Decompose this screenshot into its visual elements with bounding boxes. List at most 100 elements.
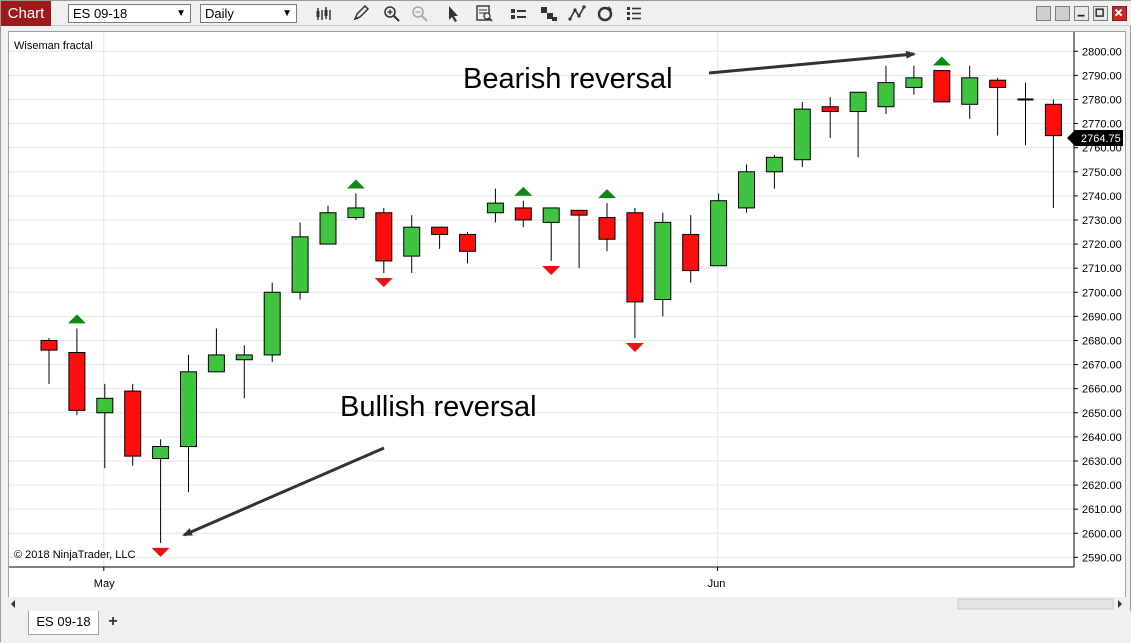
- candle-body: [905, 77, 923, 88]
- y-tick-label: 2600.00: [1082, 528, 1122, 540]
- candle-body: [961, 77, 979, 105]
- minimize-icon[interactable]: [1074, 6, 1089, 21]
- candle-body: [542, 207, 560, 223]
- candle-body: [821, 106, 839, 113]
- fractal-down-marker: [374, 277, 393, 287]
- zoom-in-icon[interactable]: [382, 4, 402, 23]
- bars-type-icon[interactable]: [313, 4, 333, 23]
- tab-es-09-18[interactable]: ES 09-18: [28, 611, 99, 635]
- candle-body: [1044, 103, 1062, 137]
- fractal-up-marker: [932, 56, 951, 66]
- candle-body: [570, 209, 588, 216]
- pencil-icon[interactable]: [351, 4, 371, 23]
- candle-body: [263, 291, 281, 356]
- candle-body: [375, 212, 393, 262]
- y-tick-label: 2640.00: [1082, 432, 1122, 444]
- x-tick-label: Jun: [708, 578, 726, 590]
- y-tick-label: 2620.00: [1082, 480, 1122, 492]
- y-tick-label: 2660.00: [1082, 384, 1122, 396]
- bearish-arrow: [708, 50, 916, 75]
- y-tick-label: 2690.00: [1082, 311, 1122, 323]
- chevron-down-icon: ▼: [176, 8, 186, 19]
- x-tick-label: May: [94, 578, 115, 590]
- order-entry-icon[interactable]: [509, 4, 529, 23]
- candle-body: [933, 70, 951, 103]
- toolbar: Chart ES 09-18 ▼ Daily ▼: [1, 1, 1131, 26]
- maximize-icon[interactable]: [1093, 6, 1108, 21]
- candle-body: [849, 91, 867, 113]
- bearish-reversal-label: Bearish reversal: [463, 63, 673, 95]
- candle-body: [654, 221, 672, 301]
- instrument-selector[interactable]: ES 09-18 ▼: [68, 4, 191, 23]
- current-price-label: 2764.75: [1081, 133, 1121, 145]
- candle-body: [765, 156, 783, 173]
- indicator-label: Wiseman fractal: [14, 40, 93, 52]
- period-selector[interactable]: Daily ▼: [200, 4, 297, 23]
- window-btn-b[interactable]: [1055, 6, 1070, 21]
- y-tick-label: 2800.00: [1082, 46, 1122, 58]
- horizontal-scrollbar[interactable]: [8, 597, 1126, 611]
- add-tab-button[interactable]: +: [108, 613, 118, 630]
- candle-body: [710, 200, 728, 267]
- properties-icon[interactable]: [624, 4, 644, 23]
- instrument-value: ES 09-18: [73, 6, 128, 21]
- candle-body: [180, 371, 197, 448]
- current-price-tag: [1067, 130, 1123, 146]
- price-chart[interactable]: 2590.00 2600.00 2610.00 2620.00 2630.00 2640.…: [9, 32, 1127, 612]
- copyright-label: © 2018 NinjaTrader, LLC: [14, 549, 135, 561]
- close-icon[interactable]: [1112, 6, 1127, 21]
- y-tick-label: 2730.00: [1082, 215, 1122, 227]
- fractal-up-marker: [67, 314, 86, 324]
- y-tick-label: 2610.00: [1082, 504, 1122, 516]
- strategies-icon[interactable]: [539, 4, 559, 23]
- candle-body: [459, 233, 476, 252]
- candle-body: [793, 108, 811, 161]
- candle-body: [319, 212, 337, 245]
- y-tick-label: 2670.00: [1082, 360, 1122, 372]
- data-box-icon[interactable]: [474, 4, 494, 23]
- fractal-down-marker: [542, 265, 561, 275]
- fractal-up-marker: [598, 189, 616, 199]
- fractal-down-marker: [625, 343, 644, 353]
- y-tick-label: 2710.00: [1082, 263, 1122, 275]
- period-value: Daily: [205, 6, 234, 21]
- indicators-icon[interactable]: [567, 4, 587, 23]
- y-tick-label: 2790.00: [1082, 70, 1122, 82]
- candle-body: [598, 217, 616, 240]
- zoom-out-icon[interactable]: [410, 4, 430, 23]
- y-tick-label: 2770.00: [1082, 119, 1122, 131]
- candle-body: [738, 171, 755, 209]
- bottom-bar: ES 09-18 +: [1, 597, 1131, 643]
- candle-body: [96, 397, 114, 414]
- cursor-icon[interactable]: [443, 4, 463, 23]
- fractal-up-marker: [346, 179, 365, 189]
- candle-body: [124, 390, 142, 457]
- candle-body: [291, 236, 309, 293]
- candle-body: [431, 226, 449, 235]
- y-tick-label: 2750.00: [1082, 167, 1122, 179]
- candle-body: [347, 207, 365, 219]
- candle-body: [486, 202, 504, 214]
- candle-body: [626, 212, 644, 303]
- y-tick-label: 2590.00: [1082, 552, 1122, 564]
- refresh-icon[interactable]: [595, 4, 615, 23]
- candle-body: [235, 354, 253, 361]
- chart-menu-button[interactable]: Chart: [1, 1, 51, 26]
- candle-body: [877, 82, 895, 108]
- fractal-up-marker: [514, 186, 533, 196]
- candle-body: [207, 354, 225, 373]
- y-tick-label: 2720.00: [1082, 239, 1122, 251]
- y-tick-label: 2780.00: [1082, 94, 1122, 106]
- y-tick-label: 2630.00: [1082, 456, 1122, 468]
- bullish-reversal-label: Bullish reversal: [340, 391, 537, 423]
- candle-body: [514, 207, 532, 221]
- window-btn-a[interactable]: [1036, 6, 1051, 21]
- candle-body: [682, 233, 700, 272]
- candle-body: [403, 226, 421, 257]
- y-tick-label: 2650.00: [1082, 408, 1122, 420]
- candle-body: [68, 352, 86, 411]
- chart-panel[interactable]: 2590.00 2600.00 2610.00 2620.00 2630.00 2640.…: [8, 31, 1126, 611]
- candle-body: [40, 339, 58, 351]
- chevron-down-icon: ▼: [282, 8, 292, 19]
